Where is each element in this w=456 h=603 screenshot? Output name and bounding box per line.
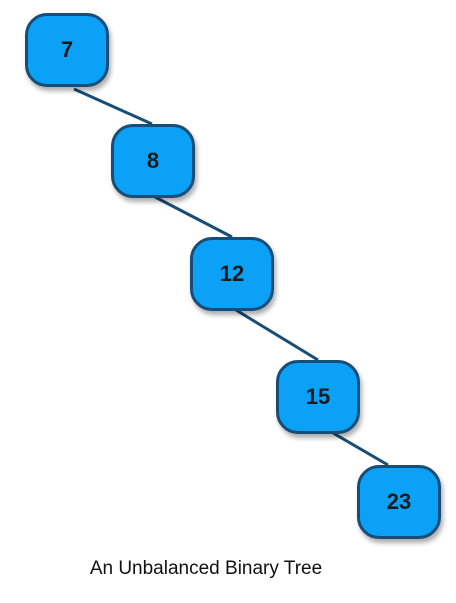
edge-8-12	[154, 195, 233, 239]
tree-node-15: 15	[276, 360, 360, 434]
edge-7-8	[73, 87, 153, 126]
edge-15-23	[332, 431, 389, 467]
edge-12-15	[235, 308, 319, 362]
tree-node-8: 8	[111, 124, 195, 198]
tree-node-23: 23	[357, 465, 441, 539]
tree-node-7: 7	[25, 13, 109, 87]
diagram-caption: An Unbalanced Binary Tree	[89, 558, 323, 579]
tree-node-12: 12	[190, 237, 274, 311]
